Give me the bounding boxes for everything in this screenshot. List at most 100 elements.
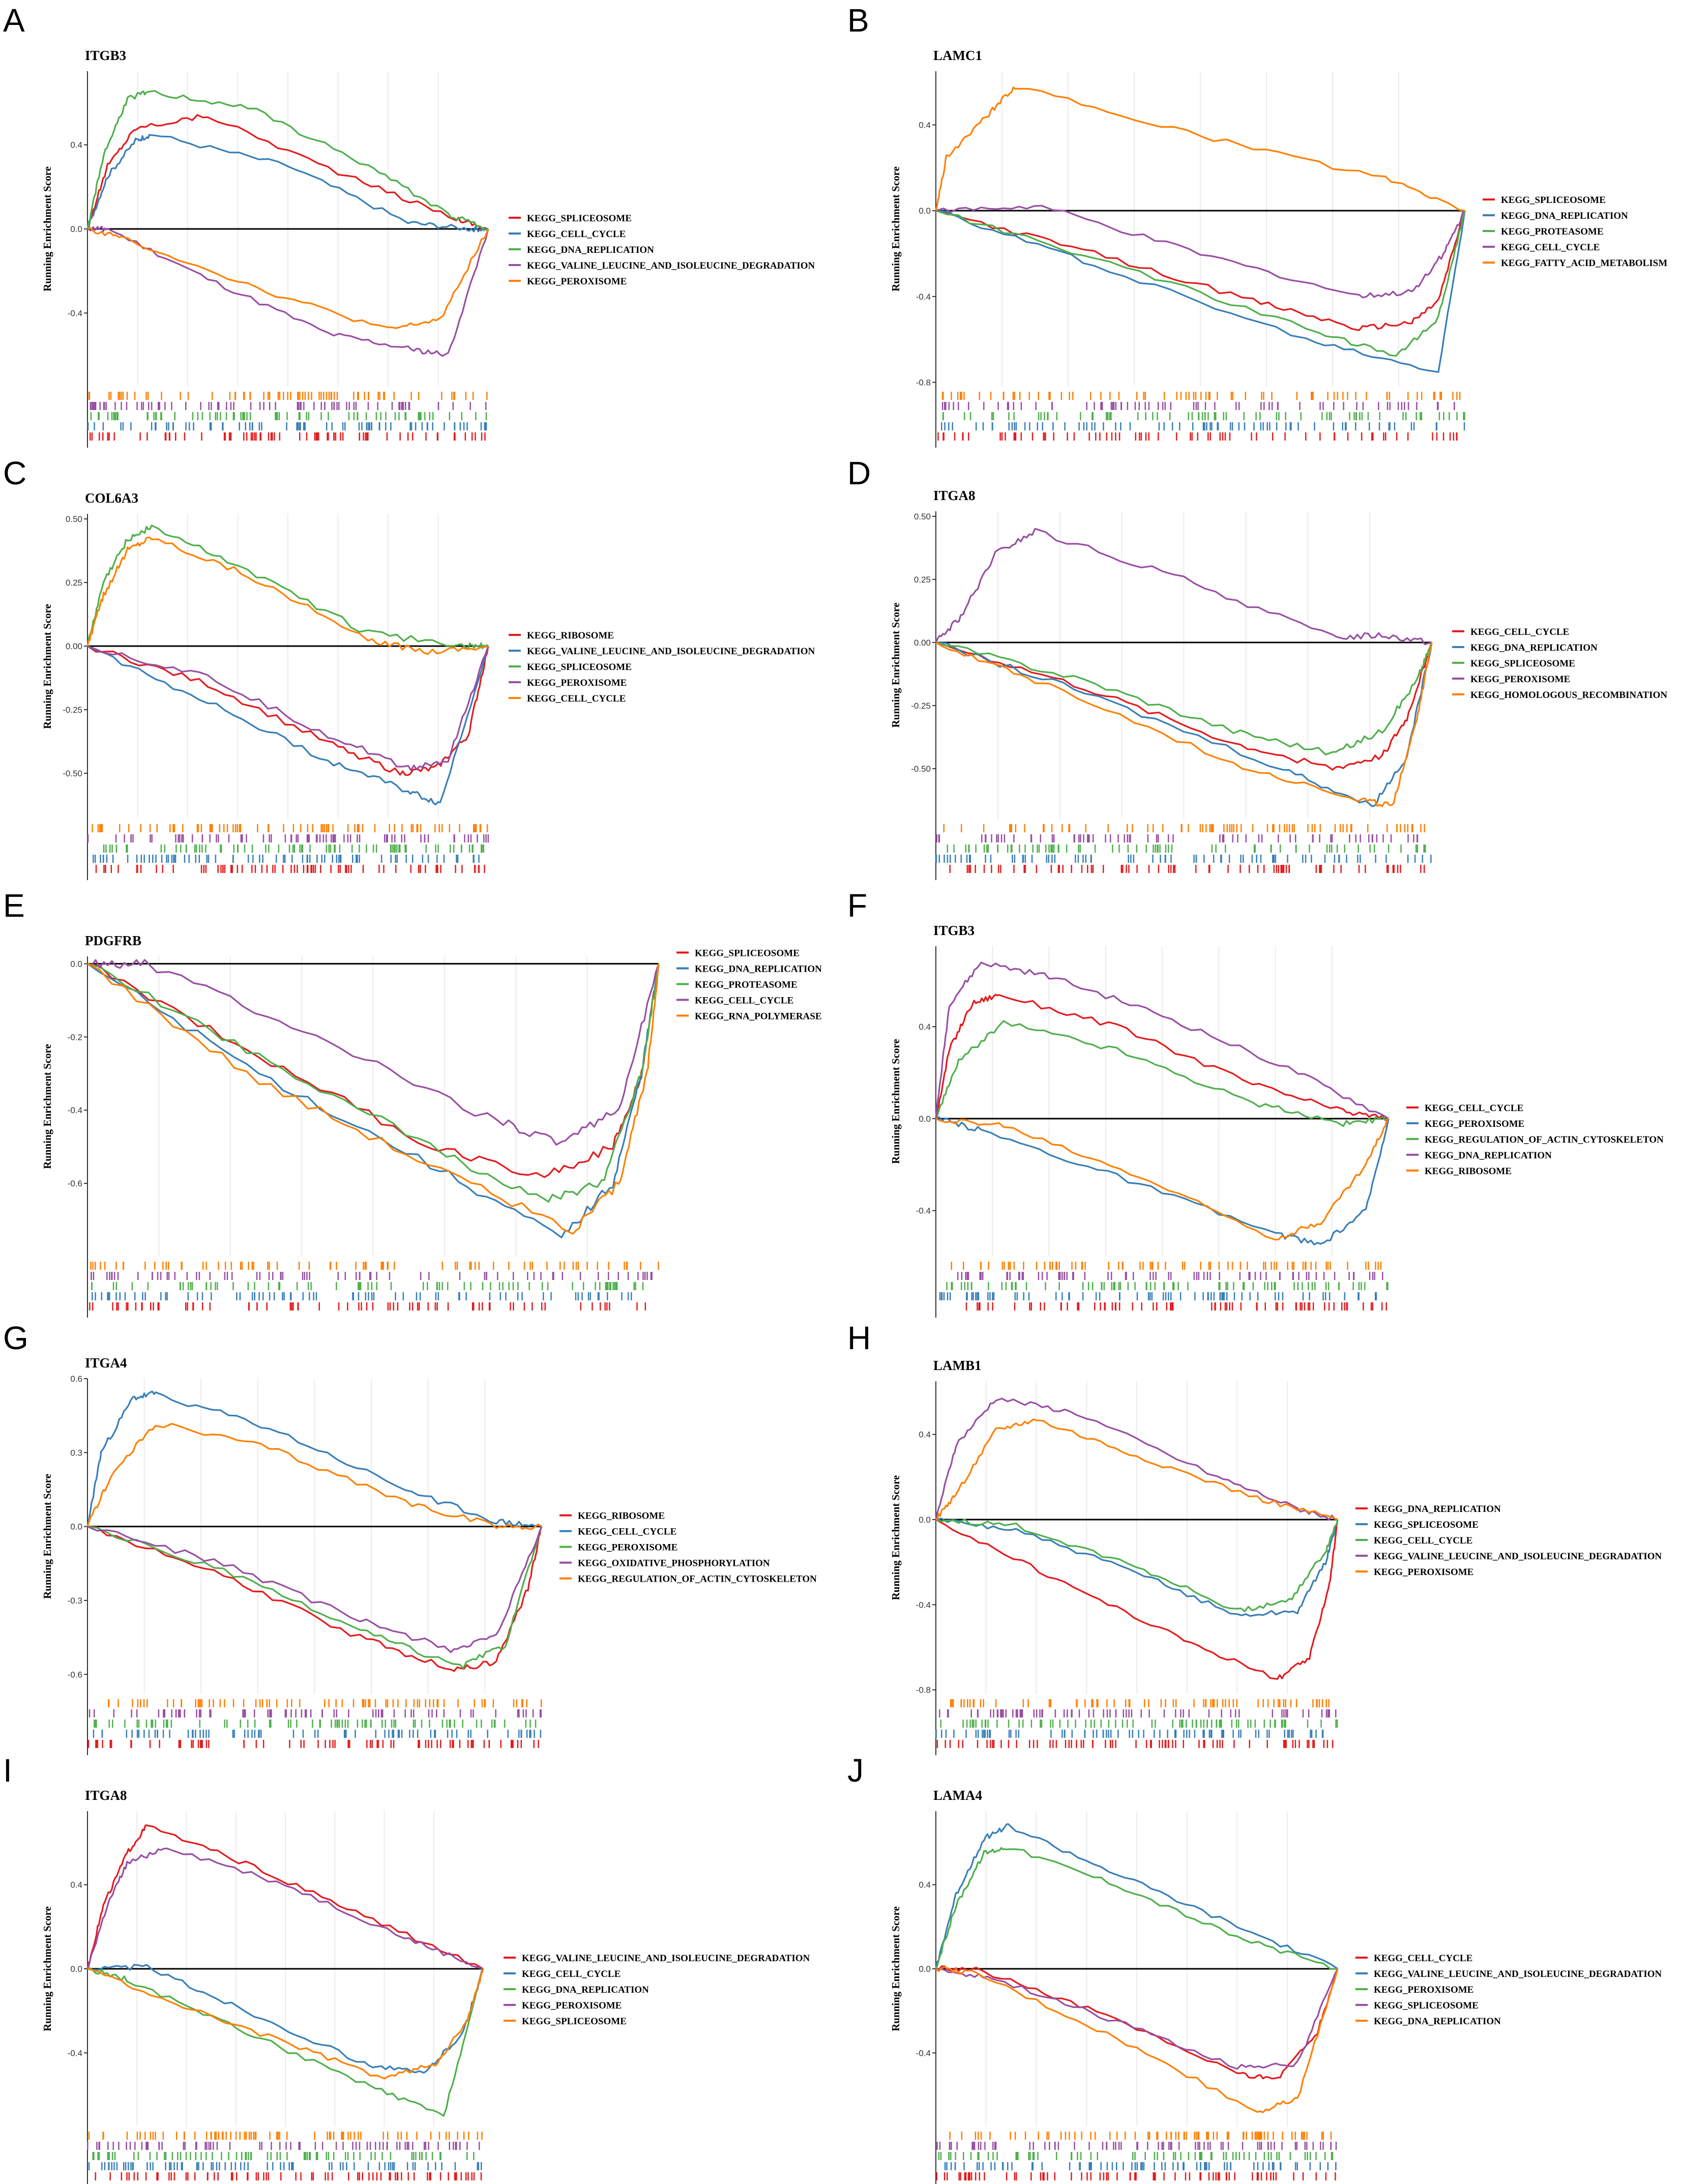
series-line [935,1519,1339,1680]
gene-title: COL6A3 [85,490,138,506]
gene-title: LAMC1 [933,48,982,63]
y-tick-label: -0.2 [68,1032,82,1042]
gene-title: ITGA8 [85,1788,127,1803]
gene-title: ITGB3 [85,48,126,63]
series-line [87,227,489,329]
series-line [87,1526,543,1672]
legend-label: KEGG_RIBOSOME [527,630,614,641]
y-tick-label: 0.0 [70,1522,82,1532]
y-tick-label: -0.25 [911,701,931,711]
series-line [935,1823,1338,1970]
series-line [935,642,1433,755]
legend-label: KEGG_DNA_REPLICATION [1374,2016,1501,2027]
legend-label: KEGG_VALINE_LEUCINE_AND_ISOLEUCINE_DEGRA… [527,646,815,657]
legend-label: KEGG_PEROXISOME [1374,1567,1473,1578]
series-line [935,528,1432,646]
y-tick-label: -0.8 [916,378,931,388]
legend-label: KEGG_PEROXISOME [522,2000,622,2011]
series-line [935,962,1389,1120]
legend-label: KEGG_PROTEASOME [695,979,798,990]
legend-label: KEGG_CELL_CYCLE [1374,1953,1472,1964]
y-axis-label: Running Enrichment Score [890,603,902,728]
series-line [935,642,1433,771]
legend-label: KEGG_PEROXISOME [1374,1985,1473,1995]
y-tick-label: 0.4 [919,1430,931,1440]
y-tick-label: -0.4 [68,308,82,318]
legend-label: KEGG_VALINE_LEUCINE_AND_ISOLEUCINE_DEGRA… [1374,1969,1662,1979]
legend-label: KEGG_SPLICEOSOME [1470,658,1575,669]
panel-i: I ITGA8 -0.4 0.0 0.4 Running Enrichment Score… [3,1752,810,2184]
legend-label: KEGG_DNA_REPLICATION [522,1985,649,1995]
legend-label: KEGG_DNA_REPLICATION [1501,211,1628,221]
y-tick-label: 0.25 [66,578,82,588]
y-tick-label: -0.4 [916,2048,931,2058]
legend-label: KEGG_RIBOSOME [578,1511,665,1522]
series-line [87,645,489,771]
y-tick-label: 0.0 [919,1114,931,1124]
series-line [87,645,489,776]
series-line [87,645,489,806]
y-tick-label: -0.50 [911,764,931,774]
panel-h: H LAMB1 -0.8 -0.4 0.0 0.4 Running Enrichment S… [847,1320,1662,1755]
series-line [935,1116,1390,1246]
y-axis-label: Running Enrichment Score [890,1475,902,1600]
series-line [935,86,1465,212]
y-tick-label: 0.25 [914,575,931,585]
legend-label: KEGG_SPLICEOSOME [522,2016,627,2027]
legend-label: KEGG_HOMOLOGOUS_RECOMBINATION [1470,690,1667,701]
y-axis-label: Running Enrichment Score [41,1044,53,1169]
legend-label: KEGG_DNA_REPLICATION [1425,1150,1552,1161]
legend-label: KEGG_FATTY_ACID_METABOLISM [1501,258,1667,269]
y-axis-label: Running Enrichment Score [41,604,53,729]
series-line [935,642,1433,807]
series-line [935,1966,1339,2113]
series-line [935,1397,1338,1521]
panel-letter: B [847,2,869,39]
legend-label: KEGG_CELL_CYCLE [578,1527,676,1537]
y-axis-label: Running Enrichment Score [41,1906,53,2031]
series-line [87,1968,484,2080]
legend-label: KEGG_SPLICEOSOME [1501,195,1606,206]
legend-label: KEGG_RIBOSOME [1425,1166,1512,1177]
legend-label: KEGG_CELL_CYCLE [527,693,626,704]
panel-j: J LAMA4 -0.4 0.0 0.4 Running Enrichment Score… [847,1752,1662,2184]
legend-label: KEGG_SPLICEOSOME [527,213,632,224]
legend-label: KEGG_VALINE_LEUCINE_AND_ISOLEUCINE_DEGRA… [527,260,815,271]
y-tick-label: -0.4 [68,1105,82,1115]
panel-letter: F [847,887,867,924]
y-tick-label: -0.4 [916,292,931,302]
panel-g: G ITGA4 -0.6 -0.3 0.0 0.3 0.6 Running Enrichmen… [3,1320,817,1755]
panel-a: A ITGB3 -0.4 0.0 0.4 Running Enrichment Score… [3,2,815,448]
series-line [86,1824,484,1970]
y-tick-label: 0.4 [70,1880,82,1890]
y-tick-label: -0.6 [68,1179,82,1188]
y-tick-label: 0.0 [919,206,931,216]
y-tick-label: 0.50 [914,512,931,521]
legend-label: KEGG_SPLICEOSOME [695,948,800,958]
legend-label: KEGG_SPLICEOSOME [1374,1520,1479,1530]
y-axis-label: Running Enrichment Score [41,166,53,292]
legend-label: KEGG_CELL_CYCLE [1470,627,1569,637]
legend-label: KEGG_SPLICEOSOME [527,662,632,673]
y-tick-label: 0.4 [70,140,82,150]
series-line [87,963,660,1235]
series-line [935,1968,1339,2070]
panel-letter: J [847,1752,864,1789]
panel-letter: C [3,455,26,491]
y-tick-label: 0.4 [919,1022,931,1032]
y-tick-label: -0.3 [68,1596,82,1606]
y-tick-label: 0.0 [70,1964,82,1974]
gene-title: ITGA8 [933,488,976,503]
series-line [935,1118,1389,1241]
y-tick-label: -0.4 [68,2048,82,2058]
series-line [87,959,660,1146]
series-line [86,1422,542,1530]
series-line [935,210,1466,357]
series-line [936,1418,1338,1521]
y-tick-label: 0.4 [919,120,931,130]
series-line [87,1526,543,1653]
series-line [935,210,1466,331]
panel-d: D ITGA8 -0.50 -0.25 0.00 0.25 0.50 Running Enri… [847,455,1667,880]
panel-letter: A [3,2,25,39]
